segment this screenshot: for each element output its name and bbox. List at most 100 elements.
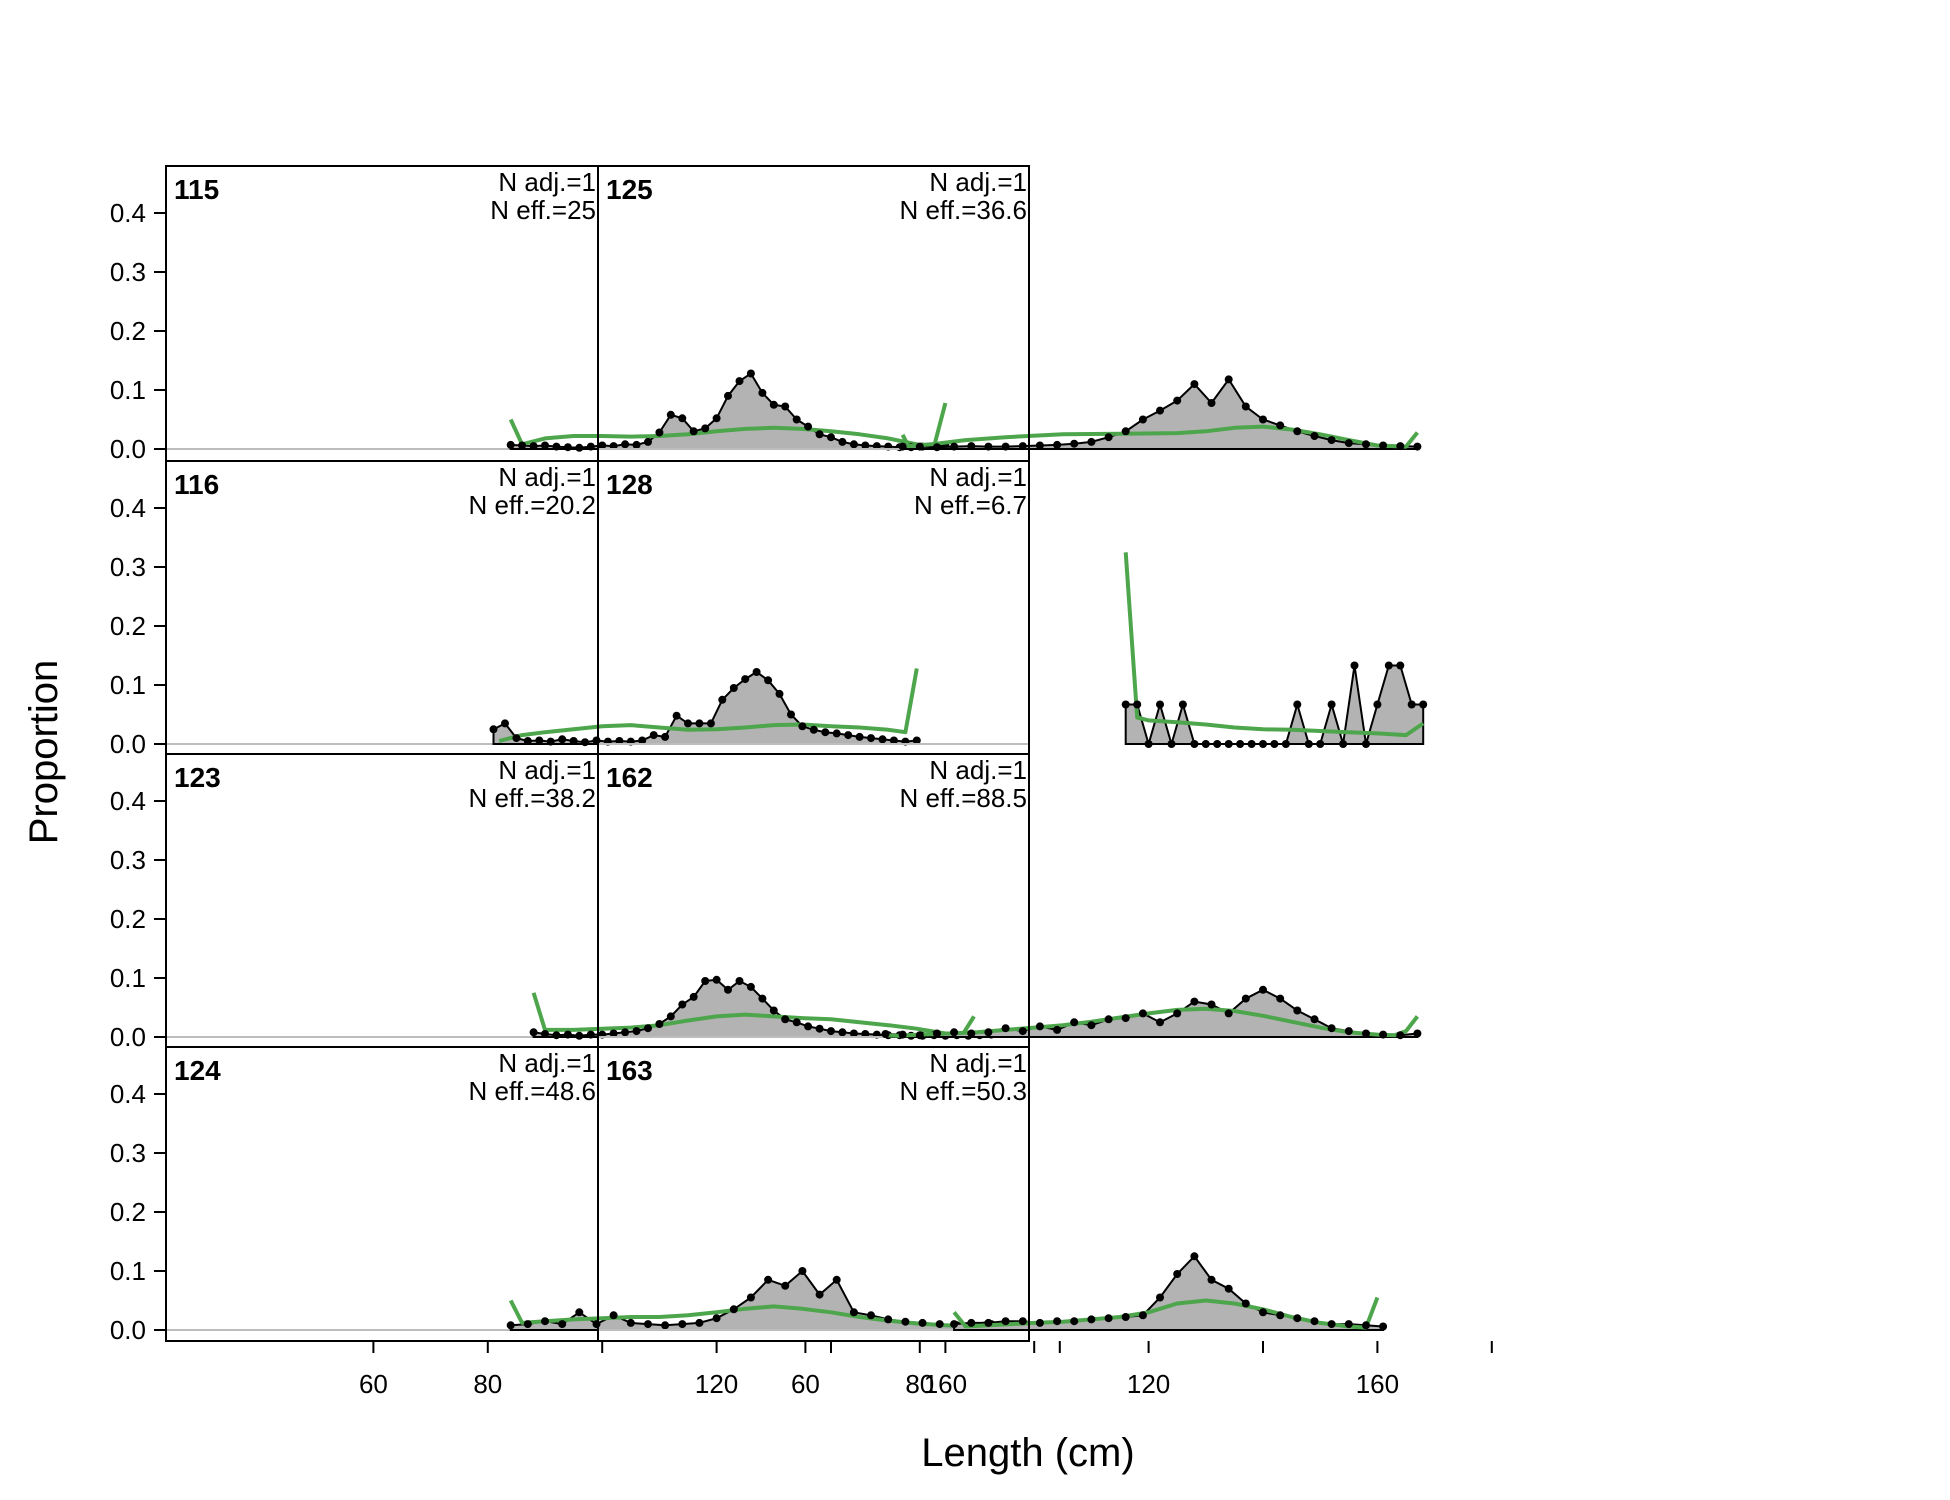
observed-point — [764, 1275, 773, 1284]
observed-point — [798, 1267, 807, 1275]
observed-point — [1190, 997, 1199, 1006]
n-eff-label: N eff.=6.7 — [914, 490, 1027, 520]
observed-point — [1344, 439, 1353, 448]
observed-point — [569, 737, 578, 745]
observed-point — [950, 1320, 959, 1329]
observed-point — [838, 1028, 847, 1037]
observed-point — [586, 442, 595, 451]
observed-point — [1001, 1024, 1010, 1033]
observed-point — [541, 1317, 549, 1326]
observed-point — [849, 1029, 858, 1038]
observed-point — [792, 1018, 801, 1027]
observed-point — [1104, 1314, 1113, 1323]
y-tick-label: 0.4 — [110, 1079, 146, 1109]
x-tick-label: 60 — [359, 1369, 388, 1399]
observed-point — [1316, 740, 1325, 748]
observed-point — [689, 427, 698, 436]
observed-point — [712, 414, 721, 423]
observed-point — [644, 1320, 652, 1329]
observed-point — [787, 710, 795, 719]
y-tick-label: 0.1 — [110, 963, 146, 993]
observed-point — [535, 736, 544, 745]
panel-115: 115 N adj.=1N eff.=25 0.0 0.1 0.2 0.3 0.4 — [110, 165, 950, 464]
observed-point — [701, 424, 710, 433]
observed-point — [867, 1311, 875, 1320]
observed-point — [552, 442, 561, 451]
observed-point — [1362, 1321, 1370, 1330]
x-tick-label: 80 — [473, 1369, 502, 1399]
observed-point — [1133, 700, 1142, 709]
observed-point — [1413, 1029, 1422, 1038]
observed-point — [712, 1314, 721, 1323]
observed-point — [684, 719, 692, 728]
observed-point — [1018, 1027, 1027, 1036]
observed-point — [1018, 1317, 1027, 1326]
observed-point — [632, 1027, 641, 1036]
n-eff-label: N eff.=20.2 — [469, 490, 596, 520]
panel-label: 128 — [606, 469, 653, 500]
observed-point — [849, 440, 858, 449]
observed-point — [1396, 661, 1405, 670]
observed-point — [881, 1030, 890, 1038]
observed-point — [867, 734, 875, 743]
observed-point — [758, 388, 767, 397]
n-adj-label: N adj.=1 — [929, 1048, 1027, 1078]
observed-point — [809, 725, 818, 734]
observed-point — [609, 1311, 618, 1320]
observed-point — [1070, 1018, 1079, 1027]
observed-point — [718, 695, 727, 704]
observed-point — [752, 668, 761, 676]
observed-point — [1035, 441, 1044, 450]
observed-point — [1327, 1320, 1336, 1329]
observed-point — [621, 1028, 630, 1037]
observed-point — [746, 982, 755, 991]
observed-point — [1247, 740, 1256, 748]
observed-point — [950, 1028, 959, 1037]
observed-point — [827, 1027, 835, 1036]
observed-point — [815, 1024, 824, 1033]
observed-point — [1327, 700, 1336, 709]
observed-point — [912, 736, 921, 745]
observed-point — [889, 736, 898, 745]
observed-point — [729, 1305, 738, 1314]
observed-point — [1310, 1317, 1319, 1326]
observed-point — [735, 977, 744, 985]
observed-point — [933, 443, 941, 452]
observed-point — [1121, 1313, 1130, 1321]
observed-point — [1104, 433, 1113, 442]
panel-163: 163 N adj.=1N eff.=50.3 60 80 120 160 — [597, 1046, 1493, 1399]
observed-point — [1087, 437, 1096, 446]
observed-point — [1121, 700, 1130, 709]
x-tick-label: 160 — [924, 1369, 967, 1399]
panel-label: 125 — [606, 174, 653, 205]
observed-point — [1207, 1275, 1216, 1284]
observed-point — [1344, 1027, 1353, 1036]
observed-point — [1276, 1311, 1285, 1320]
observed-point — [626, 1318, 635, 1327]
panel-border — [597, 1046, 1030, 1342]
observed-point — [655, 1020, 664, 1028]
observed-point — [832, 1275, 841, 1284]
observed-point — [1053, 1317, 1062, 1326]
panel-label: 162 — [606, 762, 653, 793]
observed-point — [1224, 740, 1233, 748]
x-tick-label: 80 — [905, 1369, 934, 1399]
observed-point — [1121, 427, 1130, 436]
x-tick-label: 60 — [791, 1369, 820, 1399]
observed-point — [529, 442, 538, 451]
panel-label: 116 — [174, 469, 219, 500]
observed-point — [849, 1308, 858, 1317]
observed-point — [1276, 994, 1285, 1003]
observed-point — [1413, 442, 1422, 451]
observed-point — [781, 1281, 790, 1290]
observed-point — [838, 437, 847, 446]
observed-point — [558, 735, 567, 744]
y-tick-label: 0.2 — [110, 611, 146, 641]
y-tick-label: 0.3 — [110, 552, 146, 582]
observed-point — [1379, 1030, 1388, 1039]
observed-point — [1070, 439, 1079, 448]
observed-point — [706, 719, 715, 728]
observed-point — [1018, 442, 1027, 451]
panel-label: 123 — [174, 762, 221, 793]
